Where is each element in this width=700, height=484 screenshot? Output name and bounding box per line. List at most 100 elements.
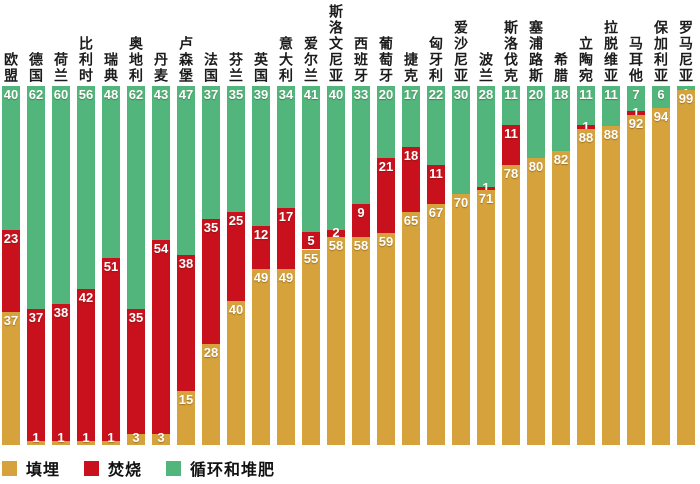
bar-segment-recycling [177,86,195,255]
bar-segment-incineration [302,231,320,250]
bar-segment-incineration [502,125,520,165]
category-label-3: 比利时 [77,36,95,84]
bar-column-6: 43 54 3 [152,86,170,445]
bar-segment-landfill [402,211,420,445]
category-label-4: 瑞典 [102,52,120,84]
legend-label-incineration: 焚烧 [108,462,143,479]
bar-segment-incineration [627,111,645,115]
bar-segment-recycling [52,86,70,304]
bar-segment-recycling [477,86,495,187]
bar-segment-landfill [27,441,45,445]
bar-column-10: 39 12 49 [252,86,270,445]
bar-segment-incineration [477,186,495,191]
category-label-text: 塞浦路斯 [528,20,544,84]
bar-segment-landfill [152,434,170,445]
category-label-text: 意大利 [278,36,294,84]
bar-segment-incineration [252,226,270,270]
bar-segment-incineration [227,211,245,302]
category-label-text: 西班牙 [353,36,369,84]
category-label-text: 匈牙利 [428,36,444,84]
bar-segment-incineration [327,229,345,237]
category-label-text: 瑞典 [103,52,119,84]
bar-segment-incineration [177,254,195,392]
category-label-text: 荷兰 [53,52,69,84]
category-label-text: 保加利亚 [653,20,669,84]
category-label-15: 葡萄牙 [377,36,395,84]
bar-segment-recycling [652,86,670,108]
bar-segment-recycling [552,86,570,151]
bar-segment-incineration [427,164,445,205]
category-label-text: 拉脱维亚 [603,20,619,84]
category-label-5: 奥地利 [127,36,145,84]
bar-column-19: 28 1 71 [477,86,495,445]
category-label-26: 保加利亚 [652,20,670,84]
bar-segment-landfill [352,236,370,445]
bar-segment-incineration [152,240,170,435]
bar-segment-recycling [152,86,170,241]
bar-column-26: 6 94 [652,86,670,445]
bar-segment-recycling [452,86,470,194]
bar-column-15: 20 21 59 [377,86,395,445]
bar-column-24: 11 88 [602,86,620,445]
bar-segment-incineration [277,208,295,270]
bar-segment-recycling [377,86,395,158]
bar-segment-landfill [52,441,70,445]
recycling-color-swatch [166,460,182,476]
category-label-0: 欧盟 [2,52,20,84]
category-label-17: 匈牙利 [427,36,445,84]
bar-column-1: 62 37 1 [27,86,45,445]
bar-segment-incineration [377,157,395,234]
category-label-1: 德国 [27,52,45,84]
category-label-22: 希腊 [552,52,570,84]
bar-column-21: 20 80 [527,86,545,445]
bar-segment-recycling [227,86,245,212]
bar-column-2: 60 38 1 [52,86,70,445]
bar-column-16: 17 18 65 [402,86,420,445]
bar-column-22: 18 82 [552,86,570,445]
category-label-12: 爱尔兰 [302,36,320,84]
category-label-21: 塞浦路斯 [527,20,545,84]
category-label-text: 葡萄牙 [378,36,394,84]
bar-segment-recycling [427,86,445,165]
bar-column-23: 11 1 88 [577,86,595,445]
bar-column-20: 11 11 78 [502,86,520,445]
bar-segment-recycling [27,86,45,309]
category-label-text: 斯洛文尼亚 [328,4,344,84]
bar-segment-landfill [2,312,20,445]
category-label-text: 芬兰 [228,52,244,84]
chart-legend: 填埋 焚烧 循环和堆肥 [2,456,299,480]
bar-segment-landfill [302,249,320,445]
bar-segment-landfill [127,434,145,445]
bar-segment-recycling [577,86,595,126]
bar-column-14: 33 9 58 [352,86,370,445]
bar-segment-recycling [302,86,320,232]
bar-segment-incineration [52,303,70,442]
category-label-text: 捷克 [403,52,419,84]
bar-segment-landfill [652,107,670,445]
bar-segment-recycling [602,86,620,126]
category-label-19: 波兰 [477,52,495,84]
bar-segment-incineration [2,229,20,313]
bar-column-12: 41 5 55 [302,86,320,445]
bar-column-0: 40 23 37 [2,86,20,445]
bar-segment-landfill [227,301,245,445]
legend-item-incineration: 焚烧 [84,456,142,480]
category-label-text: 欧盟 [3,52,19,84]
bar-segment-landfill [427,204,445,445]
bar-segment-landfill [602,125,620,445]
bar-segment-incineration [202,218,220,345]
category-label-7: 卢森堡 [177,36,195,84]
category-label-2: 荷兰 [52,52,70,84]
bar-segment-recycling [352,86,370,205]
bar-segment-landfill [102,441,120,445]
bar-segment-incineration [77,289,95,442]
legend-item-recycling: 循环和堆肥 [166,456,275,480]
bar-segment-incineration [352,204,370,237]
landfill-color-swatch [2,460,17,476]
bar-segment-recycling [202,86,220,219]
category-label-text: 英国 [253,52,269,84]
legend-item-landfill: 填埋 [2,456,60,480]
bar-segment-landfill [377,233,395,445]
category-label-8: 法国 [202,52,220,84]
category-label-16: 捷克 [402,52,420,84]
